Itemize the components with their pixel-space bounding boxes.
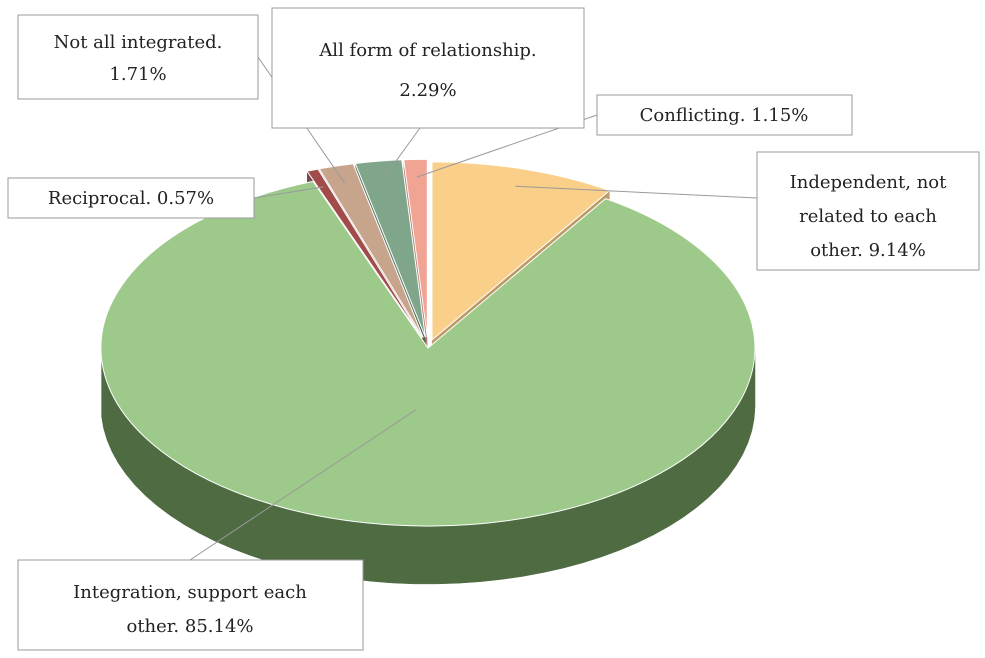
slice-label-independent-line3: other. 9.14% — [810, 240, 926, 261]
leader-line-reciprocal — [253, 186, 324, 199]
slice-label-independent: Independent, not related to each other. … — [756, 151, 980, 271]
slice-label-independent-line1: Independent, not — [790, 172, 948, 193]
pie-slices — [100, 158, 756, 527]
slice-label-conflicting: Conflicting. 1.15% — [596, 94, 853, 136]
slice-label-integration-line1: Integration, support each — [73, 582, 307, 603]
slice-label-independent-line2: related to each — [799, 206, 937, 227]
slice-label-not-all-integrated-line2: 1.71% — [109, 64, 166, 85]
slice-all-form-of-relationship — [354, 159, 426, 338]
slice-label-integration: Integration, support each other. 85.14% — [17, 559, 364, 651]
slice-label-reciprocal: Reciprocal. 0.57% — [7, 177, 255, 219]
slice-label-not-all-integrated: Not all integrated. 1.71% — [17, 14, 259, 100]
leader-line-all-form-of-relationship — [382, 127, 421, 180]
slice-label-all-form-line2: 2.29% — [399, 80, 456, 101]
slice-label-all-form-of-relationship: All form of relationship. 2.29% — [271, 7, 585, 129]
slice-independent — [431, 161, 611, 341]
slice-label-not-all-integrated-line1: Not all integrated. — [54, 32, 223, 53]
slice-reciprocal — [306, 168, 423, 339]
slice-label-conflicting-line1: Conflicting. 1.15% — [640, 105, 809, 126]
leader-line-integration — [189, 409, 416, 561]
slice-label-reciprocal-line1: Reciprocal. 0.57% — [48, 188, 214, 209]
slice-integration — [100, 180, 756, 527]
slice-conflicting — [403, 158, 428, 338]
slice-label-all-form-line1: All form of relationship. — [318, 40, 536, 61]
leader-line-independent — [515, 185, 758, 199]
slice-label-integration-line2: other. 85.14% — [126, 616, 253, 637]
slice-not-all-integrated — [318, 163, 424, 338]
